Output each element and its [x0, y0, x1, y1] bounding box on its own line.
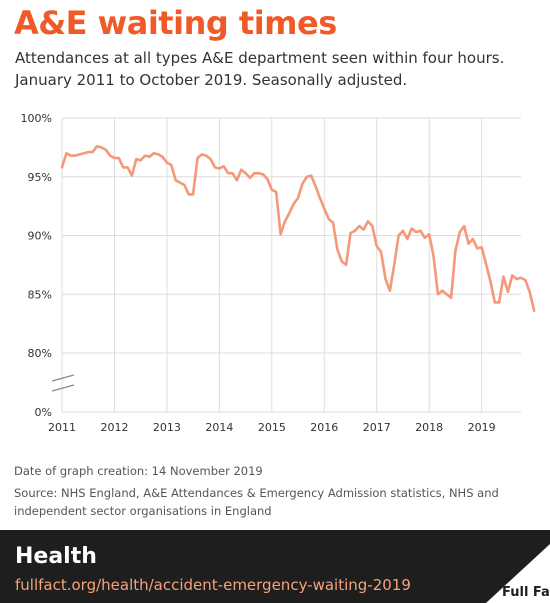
- source-line-1: Source: NHS England, A&E Attendances & E…: [14, 486, 499, 500]
- line-chart: 100%95%90%85%80%0% 2011 2012 2013 2014 2015 2…: [21, 112, 536, 434]
- x-tick-label: 2018: [415, 421, 443, 434]
- y-tick-label: 85%: [28, 288, 52, 301]
- y-tick-label: 95%: [28, 171, 52, 184]
- y-tick-label: 0%: [35, 406, 52, 419]
- series-line: [60, 144, 536, 312]
- x-tick-label: 2012: [100, 421, 128, 434]
- axis-break-line: [51, 374, 75, 382]
- logo-triangle: [486, 544, 550, 603]
- subtitle-line-2: January 2011 to October 2019. Seasonally…: [15, 71, 408, 89]
- series-layer: [60, 144, 536, 312]
- chart-notes: Date of graph creation: 14 November 2019…: [14, 462, 534, 520]
- axis-break-marker: [51, 374, 75, 392]
- x-tick-label: 2017: [363, 421, 391, 434]
- chart-title: A&E waiting times: [14, 4, 337, 42]
- x-tick-label: 2019: [468, 421, 496, 434]
- y-tick-label: 100%: [21, 112, 52, 125]
- full-fact-logo: Full Fact: [486, 544, 550, 603]
- y-tick-label: 80%: [28, 347, 52, 360]
- y-tick-label: 90%: [28, 230, 52, 243]
- logo-text: Full Fact: [502, 585, 550, 600]
- x-tick-label: 2013: [153, 421, 181, 434]
- source-line-2: independent sector organisations in Engl…: [14, 504, 272, 518]
- x-tick-label: 2011: [48, 421, 76, 434]
- subtitle-line-1: Attendances at all types A&E department …: [15, 49, 505, 67]
- x-tick-label: 2016: [310, 421, 338, 434]
- footer-bar: Health fullfact.org/health/accident-emer…: [0, 530, 550, 603]
- source-link[interactable]: fullfact.org/health/accident-emergency-w…: [15, 576, 411, 594]
- x-tick-label: 2014: [205, 421, 233, 434]
- section-label: Health: [15, 544, 97, 569]
- grid-lines: [61, 117, 521, 413]
- axis-break-line: [51, 384, 75, 392]
- x-axis-ticks: 2011 2012 2013 2014 2015 2016 2017 2018 2019: [48, 421, 496, 434]
- chart-subtitle: Attendances at all types A&E department …: [15, 47, 540, 91]
- creation-date: Date of graph creation: 14 November 2019: [14, 464, 263, 478]
- y-axis-ticks: 100% 95% 90% 85% 80% 0%: [21, 112, 52, 419]
- x-tick-label: 2015: [258, 421, 286, 434]
